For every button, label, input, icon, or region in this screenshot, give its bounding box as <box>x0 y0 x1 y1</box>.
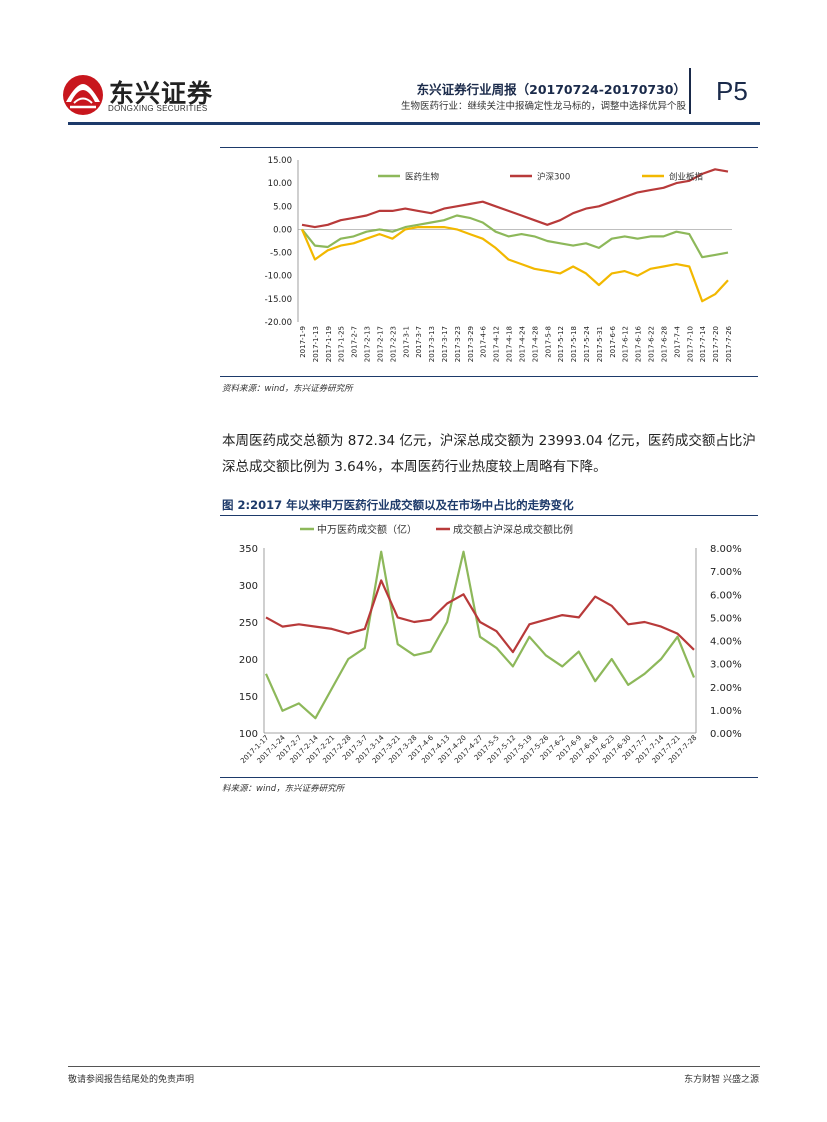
chart1-x-tick-label: 2017-4-24 <box>518 325 526 362</box>
chart2-right-tick-label: 4.00% <box>710 637 742 648</box>
chart1-x-tick-label: 2017-1-9 <box>299 326 307 358</box>
chart2-right-tick-label: 6.00% <box>710 590 742 601</box>
chart1-legend-label: 创业板指 <box>669 172 704 183</box>
chart1-legend-label: 沪深300 <box>537 172 570 183</box>
logo-text: 东兴证券 <box>109 79 214 108</box>
chart2-left-tick-label: 300 <box>239 581 258 592</box>
dongxing-logo-icon <box>63 75 103 115</box>
chart1-x-tick-label: 2017-5-24 <box>583 325 591 362</box>
chart1-x-tick-label: 2017-2-17 <box>376 326 384 362</box>
chart1-y-tick-label: -5.00 <box>270 249 292 259</box>
chart1-x-tick-label: 2017-1-13 <box>312 326 320 362</box>
chart2-right-tick-label: 3.00% <box>710 660 742 671</box>
chart2-right-tick-label: 5.00% <box>710 613 742 624</box>
chart1-x-tick-label: 2017-3-1 <box>402 326 410 358</box>
chart1-x-tick-label: 2017-5-12 <box>557 326 565 362</box>
figure1-chart: 15.00 10.00 5.00 0.00 -5.00 -10.00 -15.00 -20.0… <box>265 156 733 362</box>
chart1-x-tick-label: 2017-6-28 <box>660 326 668 362</box>
figure2-source: 料来源：wind，东兴证券研究所 <box>222 784 345 794</box>
chart1-x-tick-label: 2017-7-26 <box>725 325 733 362</box>
body-paragraph: 本周医药成交总额为 872.34 亿元，沪深总成交额为 23993.04 亿元，… <box>222 433 756 475</box>
chart1-series-line-2 <box>301 168 729 229</box>
footer-rule <box>68 1066 760 1067</box>
chart1-x-tick-label: 2017-6-22 <box>648 326 656 362</box>
chart2-left-tick-label: 350 <box>239 544 258 555</box>
figure2-bottom-rule <box>220 777 758 778</box>
figure2-top-rule <box>220 515 758 516</box>
chart2-legend-label: 成交额占沪深总成交额比例 <box>453 523 573 536</box>
chart1-x-tick-label: 2017-7-10 <box>686 326 694 362</box>
footer-slogan: 东方财智 兴盛之源 <box>684 1075 759 1085</box>
chart1-x-tick-label: 2017-1-25 <box>338 326 346 362</box>
chart2-left-tick-label: 250 <box>239 618 258 629</box>
report-title: 东兴证券行业周报（20170724-20170730） <box>416 82 686 97</box>
chart1-series-line-3 <box>300 225 729 303</box>
chart1-y-tick-label: 0.00 <box>273 225 292 235</box>
chart1-x-tick-label: 2017-4-28 <box>531 326 539 362</box>
footer-disclaimer: 敬请参阅报告结尾处的免责声明 <box>68 1075 195 1085</box>
figure1-bottom-rule <box>220 376 758 377</box>
chart2-right-tick-label: 8.00% <box>710 544 742 555</box>
chart1-x-tick-label: 2017-6-12 <box>622 326 630 362</box>
chart2-series-line-2 <box>265 579 695 654</box>
chart2-right-tick-label: 0.00% <box>710 729 742 740</box>
chart1-series-line-1 <box>301 214 729 259</box>
chart1-y-tick-label: -10.00 <box>265 272 292 282</box>
chart1-x-tick-label: 2017-3-7 <box>415 326 423 358</box>
chart1-x-tick-label: 2017-3-17 <box>441 326 449 362</box>
chart1-legend-label: 医药生物 <box>405 172 440 183</box>
chart2-left-tick-label: 200 <box>239 655 258 666</box>
chart2-series-line-1 <box>264 550 696 720</box>
chart1-y-tick-label: -20.00 <box>265 318 292 328</box>
figure1-source: 资料来源：wind，东兴证券研究所 <box>222 384 353 394</box>
chart1-x-tick-label: 2017-6-6 <box>609 325 617 357</box>
report-subtitle: 生物医药行业：继续关注中报确定性龙马标的，调整中选择优异个股 <box>400 101 686 112</box>
chart1-x-tick-label: 2017-2-13 <box>364 326 372 362</box>
chart1-y-tick-label: 10.00 <box>268 179 292 189</box>
chart2-right-tick-label: 2.00% <box>710 683 742 694</box>
chart1-x-tick-label: 2017-4-6 <box>480 325 488 357</box>
chart1-x-tick-label: 2017-7-4 <box>673 325 681 357</box>
header-rule <box>68 122 760 125</box>
chart1-x-tick-label: 2017-4-12 <box>493 326 501 362</box>
chart1-x-tick-label: 2017-6-16 <box>635 325 643 362</box>
chart1-x-tick-label: 2017-7-14 <box>699 325 707 362</box>
header: 东兴证券 DONGXING SECURITIES 东兴证券行业周报（201707… <box>0 0 827 130</box>
chart2-right-tick-label: 7.00% <box>710 567 742 578</box>
chart1-y-tick-label: 5.00 <box>273 202 292 212</box>
chart1-x-tick-label: 2017-5-31 <box>596 326 604 362</box>
header-vertical-divider <box>689 68 691 114</box>
figure2-title: 图 2:2017 年以来申万医药行业成交额以及在市场中占比的走势变化 <box>222 498 574 512</box>
figure1-top-rule <box>220 147 758 148</box>
chart1-x-tick-label: 2017-3-13 <box>428 326 436 362</box>
figure2-chart: 350 300 250 200 150 100 8.00% 7.00% 6.00% 5.00% 4.… <box>239 523 742 765</box>
chart1-x-tick-label: 2017-2-7 <box>351 326 359 358</box>
page-number: P5 <box>716 76 748 106</box>
chart2-left-tick-label: 100 <box>239 729 258 740</box>
chart1-x-tick-label: 2017-7-20 <box>712 326 720 362</box>
chart1-y-tick-label: -15.00 <box>265 295 292 305</box>
chart2-right-tick-label: 1.00% <box>710 706 742 717</box>
chart1-x-tick-label: 2017-3-23 <box>454 326 462 362</box>
logo-subtitle: DONGXING SECURITIES <box>108 104 208 113</box>
chart2-legend-label: 中万医药成交额（亿） <box>317 523 417 536</box>
chart1-x-tick-label: 2017-5-18 <box>570 326 578 362</box>
chart1-x-tick-label: 2017-2-23 <box>389 326 397 362</box>
chart1-x-tick-label: 2017-4-18 <box>506 326 514 362</box>
chart1-y-tick-label: 15.00 <box>268 156 292 166</box>
chart1-x-tick-label: 2017-1-19 <box>325 326 333 362</box>
chart2-left-tick-label: 150 <box>239 692 258 703</box>
chart1-x-tick-label: 2017-3-29 <box>467 326 475 362</box>
chart1-x-tick-label: 2017-5-8 <box>544 326 552 358</box>
